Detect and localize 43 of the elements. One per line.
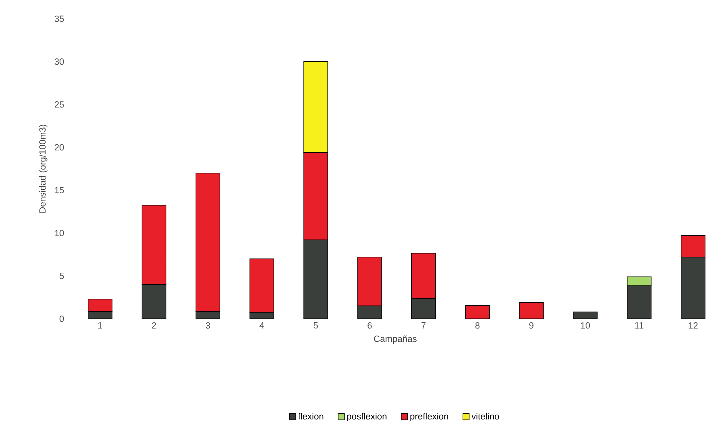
- y-tick-label: 15: [55, 187, 64, 194]
- legend-label: preflexion: [410, 413, 448, 422]
- legend-label: vitelino: [472, 413, 500, 420]
- bar: [250, 258, 274, 313]
- x-tick-label: 3: [206, 322, 210, 329]
- y-tick-label: 10: [55, 230, 64, 236]
- y-axis-title: Densidad (org/100m3): [39, 124, 48, 213]
- x-tick-label: 2: [152, 322, 156, 329]
- x-tick-label: 8: [476, 322, 480, 329]
- bar: [681, 256, 706, 319]
- bar: [304, 240, 328, 319]
- y-tick-label: 20: [54, 144, 64, 151]
- x-tick-label: 1: [98, 322, 102, 329]
- x-tick-label: 6: [368, 322, 372, 329]
- legend-label: posflexion: [347, 413, 387, 422]
- bar: [519, 302, 544, 319]
- bar: [627, 276, 652, 286]
- bar: [142, 205, 167, 286]
- bar: [88, 298, 113, 312]
- legend-label: flexion: [298, 413, 324, 420]
- x-tick-label: 10: [581, 322, 590, 329]
- y-tick-label: 30: [54, 58, 64, 66]
- bar: [304, 152, 328, 240]
- x-tick-label: 9: [530, 322, 534, 329]
- bar: [412, 253, 436, 300]
- y-tick-label: 5: [60, 273, 64, 280]
- x-tick-label: 4: [260, 322, 264, 329]
- x-tick-label: 11: [635, 322, 644, 329]
- x-tick-label: 12: [689, 322, 698, 329]
- bar: [465, 305, 490, 319]
- bar: [196, 172, 220, 312]
- bar: [142, 284, 167, 319]
- bar: [681, 236, 706, 258]
- x-axis-title: Campañas: [374, 336, 417, 344]
- y-tick-label: 0: [60, 316, 64, 322]
- y-tick-label: 25: [54, 102, 64, 108]
- bar: [627, 286, 652, 319]
- y-tick-label: 35: [54, 16, 64, 22]
- x-tick-label: 5: [314, 322, 318, 329]
- x-tick-label: 7: [422, 322, 426, 329]
- bar: [358, 256, 382, 306]
- bar: [412, 298, 436, 319]
- bar: [358, 306, 382, 319]
